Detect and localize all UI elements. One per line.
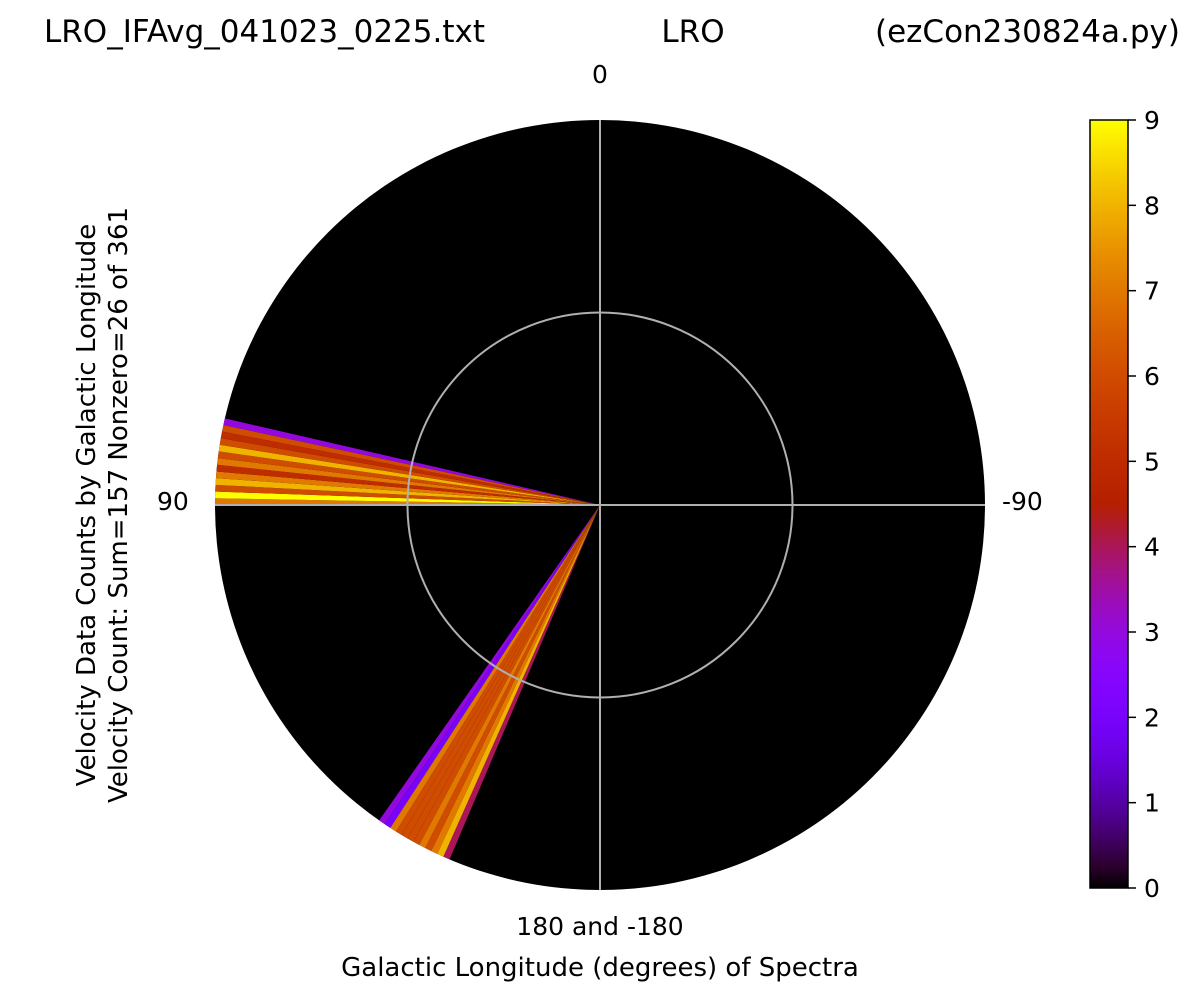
colorbar-tick-label: 5 (1144, 447, 1160, 476)
longitude-bin-149 (401, 505, 600, 839)
colorbar-tick-label: 7 (1144, 277, 1160, 306)
longitude-bin-147 (390, 505, 600, 832)
longitude-bin-153 (425, 505, 600, 852)
x-axis-label: Galactic Longitude (degrees) of Spectra (341, 953, 859, 983)
program-title: (ezCon230824a.py) (874, 14, 1180, 50)
colorbar-tick-label: 8 (1144, 191, 1160, 220)
colorbar-tick-label: 9 (1144, 106, 1160, 135)
polar-grid (215, 120, 985, 890)
colorbar-tick-label: 0 (1144, 874, 1160, 903)
colorbar-tick-label: 6 (1144, 362, 1160, 391)
site-title: LRO (661, 14, 725, 50)
y-axis-label-line-2: Velocity Count: Sum=157 Nonzero=26 of 36… (104, 206, 134, 804)
angle-label-left: 90 (157, 487, 189, 516)
y-axis-label-line-1: Velocity Data Counts by Galactic Longitu… (72, 223, 102, 787)
colorbar (1089, 119, 1129, 889)
longitude-bin-156 (443, 505, 600, 860)
colorbar-tick-label: 4 (1144, 533, 1160, 562)
longitude-bin-152 (419, 505, 600, 849)
longitude-bin-155 (437, 505, 600, 857)
colorbar-tick-label: 1 (1144, 789, 1160, 818)
longitude-bin-146 (384, 505, 600, 828)
y-axis-label: Velocity Data Counts by Galactic Longitu… (71, 55, 135, 955)
colorbar-tick-label: 2 (1144, 703, 1160, 732)
angle-label-top: 0 (592, 60, 608, 89)
polar-bars (215, 418, 601, 860)
longitude-bin-151 (413, 505, 600, 845)
longitude-bin-150 (407, 505, 600, 842)
colorbar-tick-label: 3 (1144, 618, 1160, 647)
angle-label-bottom: 180 and -180 (516, 912, 684, 941)
angle-label-right: -90 (1002, 487, 1043, 516)
colorbar-ticks: 0 1 2 3 4 5 6 7 8 9 (1128, 106, 1160, 903)
longitude-bin-148 (395, 505, 600, 836)
filename-title: LRO_IFAvg_041023_0225.txt (44, 14, 485, 50)
longitude-bin-145 (379, 505, 600, 825)
longitude-bin-154 (431, 505, 600, 854)
